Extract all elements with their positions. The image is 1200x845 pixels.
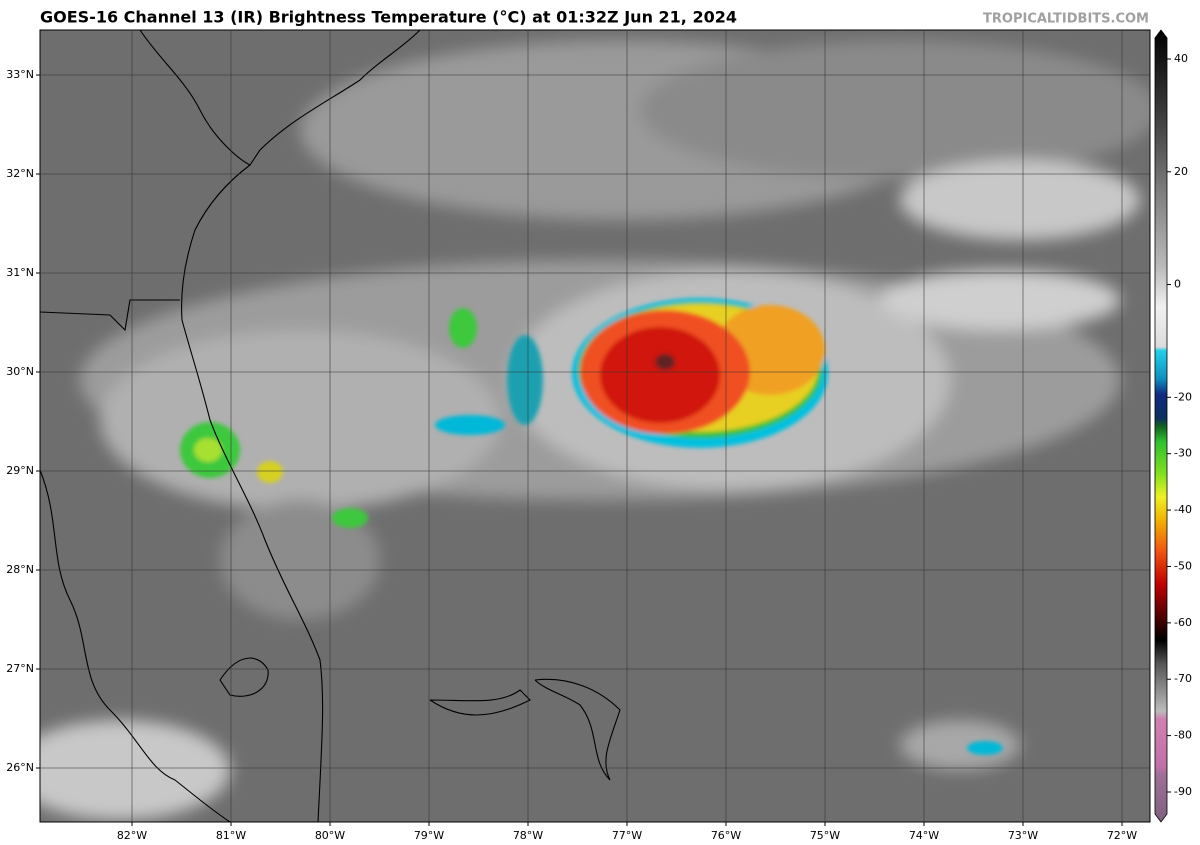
lat-label: 31°N <box>6 266 34 279</box>
colorbar-fill <box>1154 29 1168 823</box>
colorbar-label: 0 <box>1174 278 1181 291</box>
colorbar-label: -90 <box>1174 785 1192 798</box>
lat-label: 27°N <box>6 662 34 675</box>
lat-label: 33°N <box>6 68 34 81</box>
credit: TROPICALTIDBITS.COM <box>983 12 1149 27</box>
lon-label: 76°W <box>711 829 741 842</box>
title: GOES-16 Channel 13 (IR) Brightness Tempe… <box>40 8 737 27</box>
map-frame <box>39 29 1151 823</box>
colorbar-label: -60 <box>1174 616 1192 629</box>
coastlines <box>40 30 621 822</box>
lat-label: 32°N <box>6 167 34 180</box>
lon-label: 81°W <box>216 829 246 842</box>
colorbar-label: 20 <box>1174 165 1188 178</box>
lat-label: 26°N <box>6 761 34 774</box>
lon-label: 80°W <box>315 829 345 842</box>
lon-label: 79°W <box>414 829 444 842</box>
lat-label: 28°N <box>6 563 34 576</box>
colorbar-label: -30 <box>1174 447 1192 460</box>
lon-label: 78°W <box>513 829 543 842</box>
lat-label: 29°N <box>6 464 34 477</box>
satellite-image <box>40 30 1150 822</box>
colorbar-label: -70 <box>1174 672 1192 685</box>
lon-label: 75°W <box>810 829 840 842</box>
lat-label: 30°N <box>6 365 34 378</box>
graticule: 33°N 32°N 31°N 30°N 29°N 28°N 27°N 26°N 82°W 81°W… <box>6 30 1150 842</box>
lon-label: 74°W <box>909 829 939 842</box>
colorbar-label: -40 <box>1174 503 1192 516</box>
lon-label: 77°W <box>612 829 642 842</box>
colorbar-label: -80 <box>1174 729 1192 742</box>
colorbar-label: -50 <box>1174 559 1192 572</box>
colorbar-label: -20 <box>1174 390 1192 403</box>
colorbar-label: 40 <box>1174 52 1188 65</box>
colorbar: 40 20 0 -20 -30 -40 -50 -60 -70 -80 -90 <box>1154 29 1192 823</box>
lon-label: 73°W <box>1008 829 1038 842</box>
lon-label: 72°W <box>1107 829 1137 842</box>
lon-label: 82°W <box>117 829 147 842</box>
